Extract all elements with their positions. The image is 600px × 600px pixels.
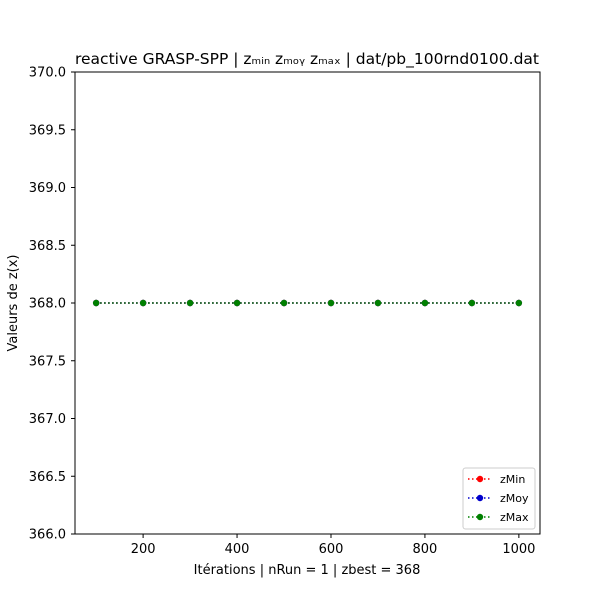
chart-title: reactive GRASP-SPP | zₘᵢₙ zₘₒᵧ zₘₐₓ | da… — [75, 50, 539, 69]
legend-label-zMoy: zMoy — [500, 492, 529, 505]
point-zMax-2 — [186, 299, 194, 307]
x-tick-label-1: 400 — [225, 542, 250, 557]
x-tick-label-2: 600 — [319, 542, 344, 557]
point-zMax-0 — [92, 299, 100, 307]
legend-marker-zMin — [476, 475, 484, 483]
x-tick-label-4: 1000 — [502, 542, 535, 557]
y-axis-label: Valeurs de z(x) — [6, 255, 21, 352]
y-tick-label-8: 370.0 — [29, 66, 66, 81]
y-tick-label-5: 368.5 — [29, 239, 66, 254]
y-tick-label-3: 367.5 — [29, 354, 66, 369]
legend-label-zMin: zMin — [500, 473, 525, 486]
point-zMax-6 — [374, 299, 382, 307]
point-zMax-4 — [280, 299, 288, 307]
point-zMax-9 — [515, 299, 523, 307]
x-tick-label-3: 800 — [413, 542, 438, 557]
y-tick-label-0: 366.0 — [29, 528, 66, 543]
legend-box — [462, 467, 536, 530]
point-zMax-7 — [421, 299, 429, 307]
legend-marker-zMoy — [476, 494, 484, 502]
plot-area — [92, 299, 523, 307]
y-tick-label-1: 366.5 — [29, 470, 66, 485]
y-tick-label-4: 368.0 — [29, 297, 66, 312]
point-zMax-8 — [468, 299, 476, 307]
y-tick-label-2: 367.0 — [29, 412, 66, 427]
point-zMax-5 — [327, 299, 335, 307]
point-zMax-3 — [233, 299, 241, 307]
legend-marker-zMax — [476, 513, 484, 521]
y-tick-label-7: 369.5 — [29, 123, 66, 138]
x-tick-label-0: 200 — [131, 542, 156, 557]
point-zMax-1 — [139, 299, 147, 307]
y-tick-label-6: 369.0 — [29, 181, 66, 196]
x-axis-label: Itérations | nRun = 1 | zbest = 368 — [194, 563, 421, 578]
legend: zMin zMoy zMax — [462, 467, 536, 530]
axes: 200 400 600 800 1000 366.0 366.5 367.0 367.5 368.… — [29, 66, 541, 557]
legend-label-zMax: zMax — [500, 511, 529, 524]
